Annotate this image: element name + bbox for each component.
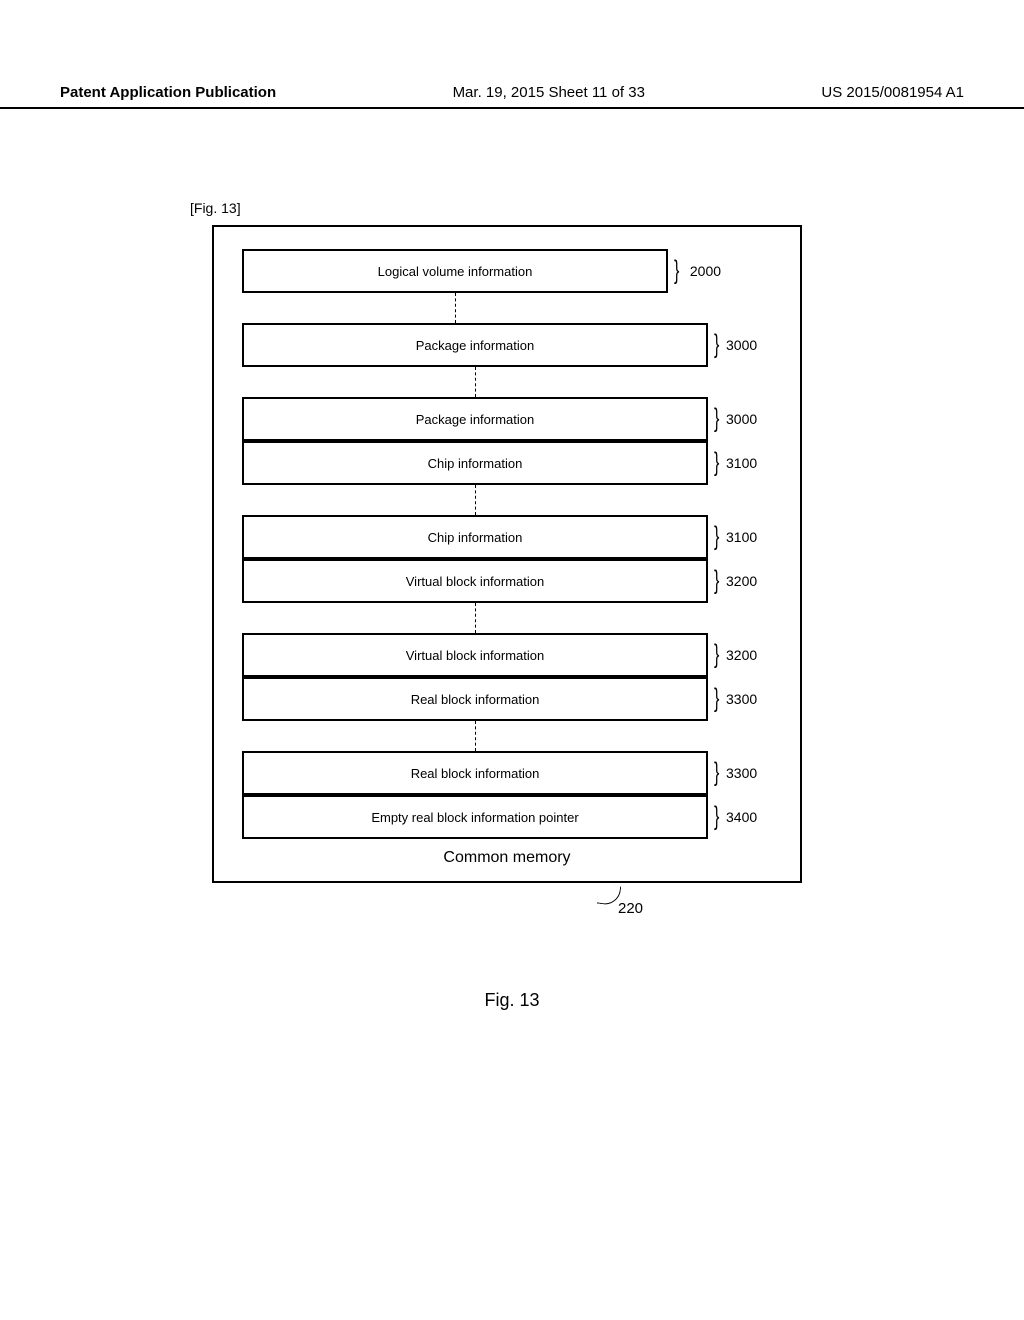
block-package: Package information <box>242 323 708 367</box>
common-memory-label: Common memory <box>242 839 772 871</box>
row-chip-2: Chip information }3100 <box>242 515 772 559</box>
connector <box>242 293 668 323</box>
row-empty-pointer: Empty real block information pointer }34… <box>242 795 772 839</box>
ref-3000: }3000 <box>714 337 757 354</box>
row-virtual-2: Virtual block information }3200 <box>242 633 772 677</box>
stack-virtual-real: Virtual block information }3200 Real blo… <box>242 633 772 721</box>
header-center: Mar. 19, 2015 Sheet 11 of 33 <box>453 84 645 101</box>
row-package-1: Package information }3000 <box>242 323 772 367</box>
block-package: Package information <box>242 397 708 441</box>
diagram: Logical volume information } 2000 Packag… <box>212 225 802 883</box>
ref-3100: }3100 <box>714 529 757 546</box>
connector <box>242 367 708 397</box>
block-empty-pointer: Empty real block information pointer <box>242 795 708 839</box>
row-virtual-1: Virtual block information }3200 <box>242 559 772 603</box>
block-logical-volume: Logical volume information <box>242 249 668 293</box>
block-chip: Chip information <box>242 515 708 559</box>
block-chip: Chip information <box>242 441 708 485</box>
connector <box>242 485 708 515</box>
block-virtual: Virtual block information <box>242 633 708 677</box>
row-chip-1: Chip information }3100 <box>242 441 772 485</box>
ref-3400: }3400 <box>714 809 757 826</box>
ref-2000: } 2000 <box>674 263 721 280</box>
row-package-2: Package information }3000 <box>242 397 772 441</box>
connector <box>242 721 708 751</box>
block-real: Real block information <box>242 677 708 721</box>
ref-3200: }3200 <box>714 647 757 664</box>
block-virtual: Virtual block information <box>242 559 708 603</box>
ref-3300: }3300 <box>714 691 757 708</box>
dotted-line-icon <box>455 293 456 323</box>
header-right: US 2015/0081954 A1 <box>821 84 964 101</box>
ref-3300: }3300 <box>714 765 757 782</box>
connector <box>242 603 708 633</box>
page-header: Patent Application Publication Mar. 19, … <box>0 84 1024 109</box>
stack-real-empty: Real block information }3300 Empty real … <box>242 751 772 839</box>
dotted-line-icon <box>475 721 476 751</box>
common-memory-box: Logical volume information } 2000 Packag… <box>212 225 802 883</box>
ref-3100: }3100 <box>714 455 757 472</box>
figure-label: [Fig. 13] <box>190 200 241 216</box>
ref-3000: }3000 <box>714 411 757 428</box>
ref-220: 220 <box>618 900 643 917</box>
row-logical-volume: Logical volume information } 2000 <box>242 249 772 293</box>
figure-caption: Fig. 13 <box>0 990 1024 1011</box>
row-real-1: Real block information }3300 <box>242 677 772 721</box>
row-real-2: Real block information }3300 <box>242 751 772 795</box>
dotted-line-icon <box>475 367 476 397</box>
dotted-line-icon <box>475 603 476 633</box>
stack-chip-virtual: Chip information }3100 Virtual block inf… <box>242 515 772 603</box>
block-real: Real block information <box>242 751 708 795</box>
stack-package-chip: Package information }3000 Chip informati… <box>242 397 772 485</box>
ref-3200: }3200 <box>714 573 757 590</box>
header-left: Patent Application Publication <box>60 84 276 101</box>
dotted-line-icon <box>475 485 476 515</box>
